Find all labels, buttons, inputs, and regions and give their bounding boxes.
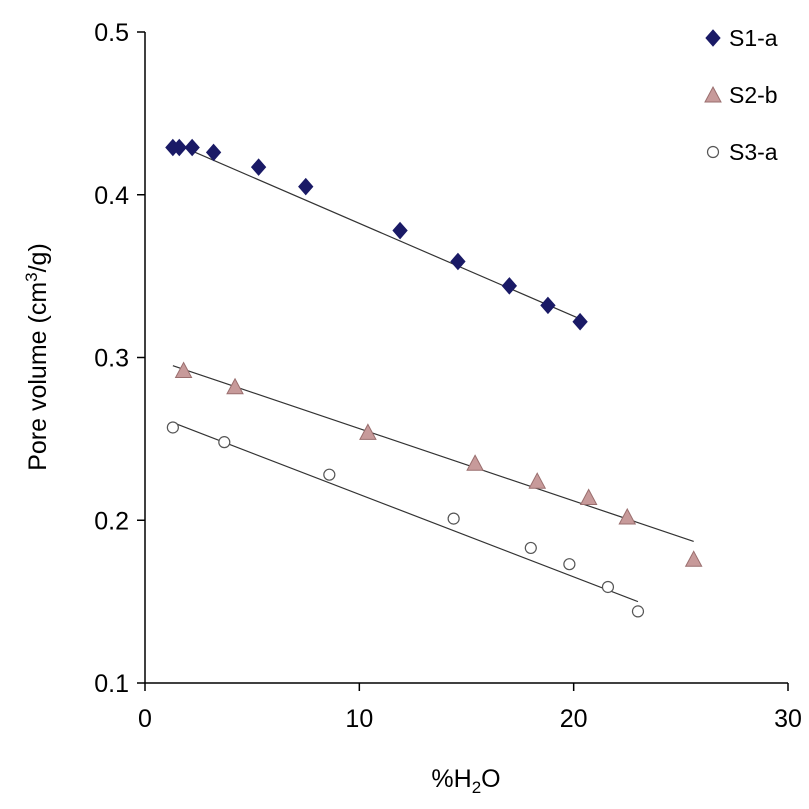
legend-marker-s3-a — [706, 145, 720, 159]
data-point-s3-a — [218, 436, 231, 449]
data-point-s1-a — [184, 138, 200, 157]
data-point-s2-b — [359, 423, 377, 440]
data-points — [165, 138, 703, 618]
trendlines — [172, 142, 694, 603]
data-point-s3-a — [524, 541, 537, 555]
legend-label-s1-a: S1-a — [729, 25, 778, 51]
data-point-s1-a — [540, 296, 556, 315]
data-point-s1-a — [392, 221, 408, 240]
data-point-s2-b — [226, 377, 244, 395]
y-axis-title: Pore volume (cm3/g) — [22, 243, 52, 471]
y-tick-label: 0.3 — [94, 345, 129, 373]
data-point-s3-a — [601, 580, 615, 594]
data-point-s3-a — [631, 605, 645, 618]
data-point-s3-a — [166, 421, 179, 434]
x-ticks: 0 10 20 30 — [138, 683, 802, 733]
trendline-s2-b — [172, 365, 694, 542]
trendline-s1-a — [172, 142, 587, 323]
x-axis-title: %H2O — [431, 765, 500, 797]
y-tick-label: 0.1 — [94, 670, 129, 698]
data-point-s1-a — [572, 312, 588, 331]
data-point-s2-b — [684, 550, 703, 567]
x-tick-label: 10 — [345, 705, 373, 733]
data-point-s3-a — [563, 558, 576, 571]
data-point-s1-a — [205, 143, 222, 162]
x-tick-label: 0 — [138, 705, 152, 733]
data-point-s2-b — [528, 472, 547, 489]
data-point-s2-b — [174, 361, 193, 379]
legend-marker-s2-b — [704, 85, 722, 103]
data-point-s1-a — [450, 252, 466, 271]
data-point-s2-b — [466, 454, 484, 471]
data-point-s1-a — [171, 138, 187, 157]
data-point-s1-a — [250, 158, 267, 176]
x-tick-label: 20 — [560, 705, 588, 733]
data-point-s2-b — [618, 507, 637, 525]
data-point-s2-b — [579, 488, 598, 505]
axes — [144, 32, 788, 684]
data-point-s3-a — [447, 512, 460, 525]
legend-label-s3-a: S3-a — [729, 139, 778, 165]
data-point-s3-a — [323, 468, 336, 481]
y-tick-label: 0.2 — [94, 507, 129, 535]
data-point-s1-a — [501, 277, 518, 295]
legend-label-s2-b: S2-b — [729, 82, 778, 108]
trendline-s3-a — [172, 422, 639, 603]
y-ticks: 0.1 0.2 0.3 0.4 0.5 — [94, 19, 145, 698]
x-tick-label: 30 — [774, 705, 802, 733]
legend-marker-s1-a — [705, 29, 721, 47]
data-point-s1-a — [298, 177, 314, 196]
y-tick-label: 0.5 — [94, 19, 129, 47]
legend: S1-a S2-b S3-a — [704, 25, 778, 165]
y-tick-label: 0.4 — [94, 182, 129, 210]
